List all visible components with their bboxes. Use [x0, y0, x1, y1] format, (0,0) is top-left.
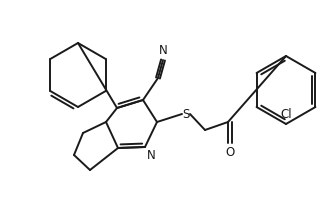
Text: Cl: Cl	[280, 108, 292, 121]
Text: N: N	[147, 149, 156, 162]
Text: O: O	[225, 146, 234, 159]
Text: N: N	[159, 44, 167, 57]
Text: S: S	[182, 108, 190, 120]
